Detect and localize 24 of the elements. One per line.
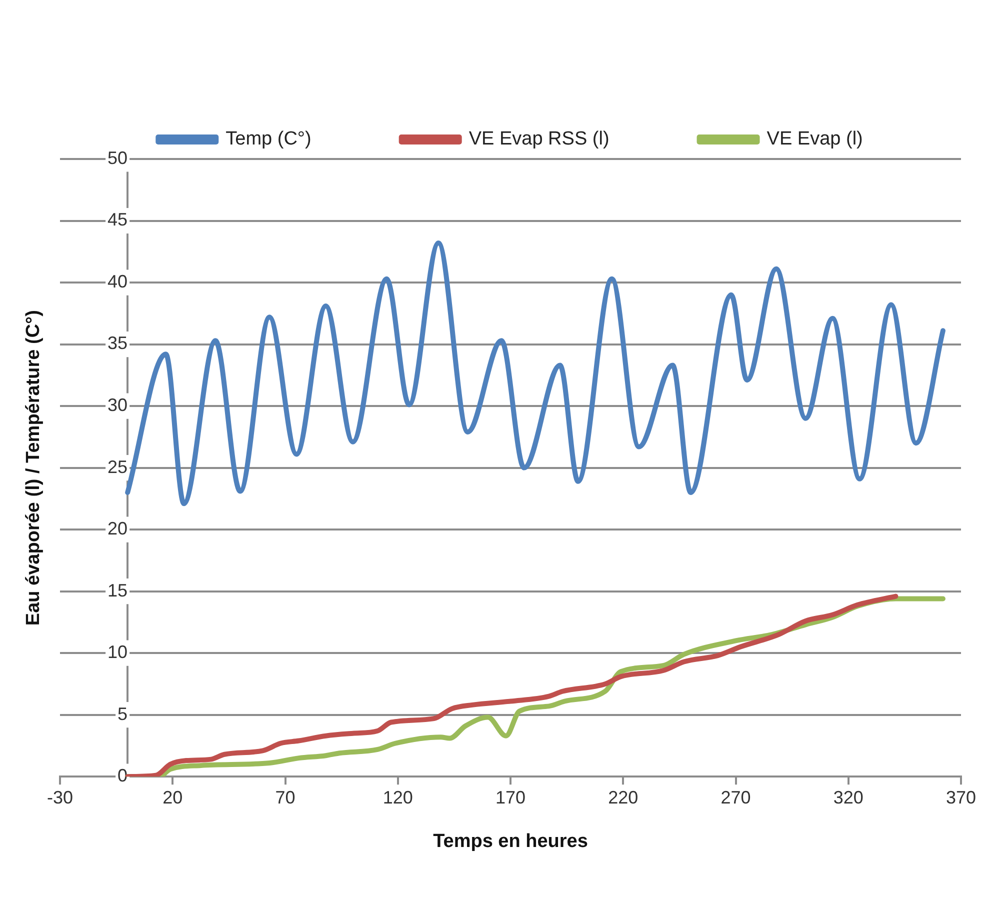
y-tick-label: 25 xyxy=(108,456,128,477)
x-tick-label: 370 xyxy=(946,787,976,808)
x-tick-label: 320 xyxy=(833,787,864,808)
y-axis-title: Eau évaporée (l) / Température (C°) xyxy=(23,310,44,626)
y-tick-label: 35 xyxy=(108,333,128,354)
y-tick-label: 20 xyxy=(108,518,128,539)
x-tick-label: 120 xyxy=(382,787,413,808)
y-tick-label: 5 xyxy=(118,704,128,724)
legend-label: VE Evap RSS (l) xyxy=(468,128,610,150)
y-tick-label: 15 xyxy=(108,580,128,600)
x-tick-label: 20 xyxy=(162,787,183,808)
legend-label: VE Evap (l) xyxy=(766,128,863,150)
legend-label: Temp (C°) xyxy=(226,128,312,150)
y-tick-label: 40 xyxy=(108,271,128,292)
x-tick-label: 170 xyxy=(495,787,526,808)
x-tick-label: 220 xyxy=(608,787,638,808)
y-tick-label: 50 xyxy=(108,148,128,168)
x-tick-label: 70 xyxy=(275,787,296,808)
y-tick-label: 45 xyxy=(108,210,128,230)
x-tick-label: -30 xyxy=(46,787,74,808)
x-axis-title: Temps en heures xyxy=(433,830,588,852)
x-tick-label: 270 xyxy=(720,787,751,808)
y-tick-label: 30 xyxy=(108,395,128,416)
y-tick-label: 10 xyxy=(108,642,128,662)
